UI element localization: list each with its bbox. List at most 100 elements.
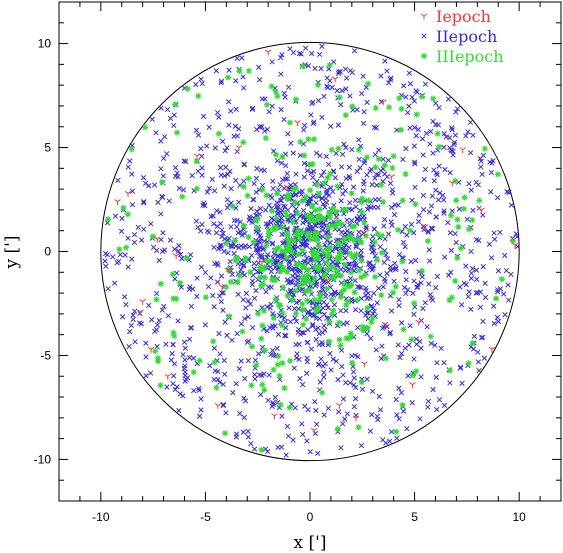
point-iiepoch [265, 284, 272, 290]
point-iiepoch [170, 381, 176, 387]
point-iiiepoch [176, 279, 183, 286]
point-iiepoch [400, 156, 406, 163]
point-iiepoch [147, 370, 154, 376]
point-iiiepoch [242, 255, 249, 262]
x-axis-label: x ['] [294, 533, 327, 553]
point-iiiepoch [258, 335, 265, 342]
point-iiepoch [334, 87, 340, 94]
point-iiiepoch [274, 93, 281, 100]
point-iiiepoch [452, 278, 459, 285]
point-iiepoch [226, 122, 232, 128]
point-iiiepoch [325, 224, 332, 231]
point-iiepoch [482, 280, 488, 286]
point-iiiepoch [154, 355, 161, 362]
point-iiiepoch [386, 104, 393, 111]
point-iiiepoch [257, 266, 264, 273]
point-iiiepoch [285, 240, 292, 247]
point-iiepoch [154, 343, 160, 350]
point-iiepoch [222, 319, 228, 325]
point-iiepoch [343, 175, 349, 182]
point-iiepoch [215, 262, 221, 268]
point-iiiepoch [304, 297, 311, 304]
point-iiepoch [447, 230, 454, 236]
point-iiepoch [317, 152, 323, 159]
point-iiepoch [288, 278, 294, 284]
point-iiepoch [349, 146, 355, 153]
point-iiepoch [172, 173, 179, 179]
point-iiepoch [171, 122, 177, 129]
point-iiepoch [411, 124, 418, 131]
point-iiiepoch [261, 386, 268, 393]
point-iiiepoch [349, 359, 356, 366]
point-iiepoch [280, 203, 287, 209]
point-iiiepoch [193, 185, 200, 192]
point-iiepoch [368, 335, 374, 342]
point-iiepoch [331, 202, 337, 208]
point-iiepoch [434, 273, 441, 280]
x-tick-label: -10 [92, 510, 110, 524]
point-iiiepoch [277, 268, 284, 275]
point-iiiepoch [316, 206, 323, 213]
point-iiepoch [218, 298, 224, 305]
point-iiepoch [182, 369, 188, 375]
point-iiepoch [269, 59, 275, 65]
point-iiepoch [165, 313, 172, 319]
point-iiepoch [307, 449, 313, 455]
point-iiiepoch [436, 143, 443, 150]
point-iiiepoch [346, 235, 353, 242]
point-iiiepoch [282, 209, 289, 216]
point-iiepoch [375, 172, 382, 178]
point-iiepoch [231, 250, 237, 257]
point-iiepoch [355, 354, 361, 360]
point-iiepoch [216, 379, 223, 385]
point-iiiepoch [379, 199, 386, 206]
point-iiepoch [254, 165, 260, 172]
point-iiepoch [223, 410, 229, 416]
point-iiepoch [422, 81, 429, 87]
point-iiepoch [314, 421, 320, 427]
point-iiiepoch [360, 327, 367, 334]
point-iiepoch [388, 204, 395, 211]
point-iiepoch [370, 311, 376, 317]
point-iiepoch [349, 353, 355, 359]
point-iiepoch [411, 311, 417, 317]
point-iiepoch [301, 174, 308, 180]
point-iiepoch [229, 271, 235, 278]
point-iiepoch [320, 363, 326, 369]
point-iiiepoch [448, 294, 455, 301]
point-iiepoch [198, 145, 204, 152]
point-iiepoch [348, 296, 355, 302]
point-iiepoch [233, 434, 240, 440]
point-iiepoch [255, 351, 262, 357]
point-iiepoch [233, 177, 239, 184]
point-iiepoch [304, 355, 310, 361]
point-iiepoch [321, 311, 328, 317]
point-iiepoch [127, 158, 133, 164]
point-iiepoch [453, 109, 459, 115]
point-iepoch [193, 153, 201, 160]
series-iiiepoch [105, 61, 517, 453]
point-iiiepoch [222, 430, 229, 437]
point-iiiepoch [358, 274, 365, 281]
point-iiepoch [308, 112, 314, 118]
point-iiepoch [202, 322, 209, 328]
point-iiepoch [220, 230, 226, 237]
point-iiepoch [389, 187, 396, 193]
point-iiepoch [348, 217, 355, 224]
point-iiiepoch [358, 209, 365, 216]
point-iiepoch [238, 266, 244, 273]
point-iiepoch [387, 331, 393, 337]
point-iiiepoch [455, 223, 462, 230]
point-iiiepoch [299, 229, 306, 236]
point-iiiepoch [239, 328, 246, 335]
point-iiepoch [256, 372, 263, 378]
point-iiiepoch [308, 236, 315, 243]
point-iiepoch [167, 115, 174, 122]
point-iiepoch [434, 360, 440, 366]
point-iepoch [331, 76, 339, 83]
point-iiiepoch [215, 130, 222, 137]
point-iiepoch [230, 390, 236, 396]
point-iiiepoch [292, 96, 299, 103]
point-iiepoch [153, 327, 160, 333]
point-iiepoch [221, 248, 227, 254]
